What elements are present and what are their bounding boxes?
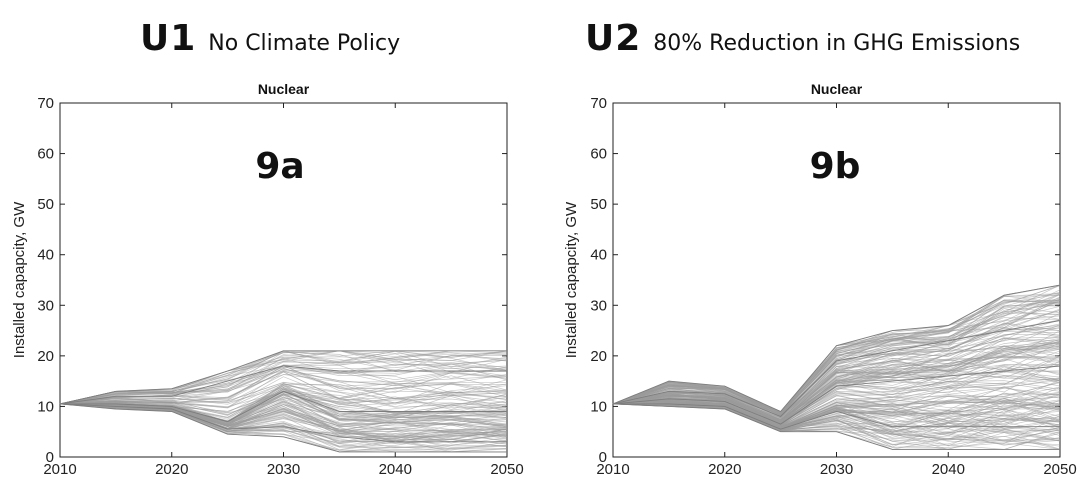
scenario-line (59, 372, 508, 405)
series-max (612, 284, 1061, 413)
y-tick-label: 30 (37, 297, 54, 314)
scenario-line (612, 284, 1061, 413)
scenario-line (612, 317, 1061, 416)
x-tick-label: 2050 (1043, 461, 1076, 478)
y-tick-label: 60 (590, 146, 607, 163)
series-min (612, 403, 1060, 450)
scenario-line (59, 371, 508, 408)
header-right: U2 80% Reduction in GHG Emissions (585, 18, 1020, 59)
panel-label: 9a (255, 146, 304, 187)
y-tick-label: 50 (590, 196, 607, 213)
scenario-line (59, 353, 508, 405)
y-axis-label: Installed capapcity, GW (563, 201, 580, 358)
y-tick-label: 30 (590, 297, 607, 314)
scenario-line (612, 294, 1061, 414)
y-tick-label: 20 (590, 348, 607, 365)
scenario-line (59, 385, 508, 418)
series-median (60, 390, 507, 423)
scenario-line (59, 369, 508, 405)
scenario-lines (612, 284, 1061, 450)
y-tick-label: 40 (590, 247, 607, 264)
scenario-line (59, 366, 508, 405)
series-lower (613, 403, 1060, 430)
scenario-line (612, 300, 1061, 418)
x-tick-label: 2030 (820, 461, 853, 478)
y-tick-label: 50 (37, 196, 54, 213)
scenario-line (612, 308, 1061, 415)
x-tick-label: 2030 (267, 461, 300, 478)
scenario-line (612, 342, 1061, 423)
scenario-line (59, 403, 508, 447)
series-max (59, 350, 507, 405)
x-tick-label: 2020 (155, 461, 188, 478)
scenario-line (59, 403, 508, 448)
scenario-line (59, 384, 508, 413)
scenario-line (612, 291, 1061, 415)
scenario-line (612, 348, 1061, 423)
scenario-subtitle-u1: No Climate Policy (208, 31, 401, 56)
x-tick-label: 2040 (379, 461, 412, 478)
series-median (612, 365, 1061, 425)
y-tick-label: 70 (590, 95, 607, 112)
y-tick-label: 0 (599, 449, 607, 466)
scenario-line (612, 403, 1061, 445)
scenario-line (612, 342, 1061, 424)
y-tick-label: 10 (37, 398, 54, 415)
series-min (59, 403, 507, 453)
scenario-line (612, 391, 1061, 428)
scenario-line (59, 350, 508, 405)
y-axis-label: Installed capapcity, GW (11, 201, 28, 358)
x-tick-label: 2050 (490, 461, 523, 478)
chart-title: Nuclear (258, 81, 310, 97)
x-tick-label: 2010 (596, 461, 629, 478)
scenario-line (59, 358, 508, 405)
y-tick-label: 0 (46, 449, 54, 466)
series-upper (59, 365, 507, 405)
series-upper (612, 320, 1061, 418)
scenario-code-u1: U1 (140, 18, 197, 59)
scenario-line (59, 392, 508, 423)
x-tick-label: 2020 (708, 461, 741, 478)
scenario-line (612, 322, 1061, 419)
scenario-line (612, 338, 1061, 421)
x-tick-label: 2040 (932, 461, 965, 478)
scenario-line (59, 401, 508, 423)
chart-title: Nuclear (811, 81, 863, 97)
y-tick-label: 60 (37, 146, 54, 163)
y-tick-label: 70 (37, 95, 54, 112)
panel-label: 9b (810, 146, 861, 187)
scenario-line (59, 403, 508, 436)
scenario-line (612, 293, 1061, 414)
scenario-code-u2: U2 (585, 18, 642, 59)
y-tick-label: 20 (37, 348, 54, 365)
x-tick-label: 2010 (43, 461, 76, 478)
y-tick-label: 10 (590, 398, 607, 415)
series-lower (59, 403, 507, 443)
header-left: U1 No Climate Policy (140, 18, 400, 59)
scenario-line (612, 375, 1061, 428)
y-tick-label: 40 (37, 247, 54, 264)
scenario-subtitle-u2: 80% Reduction in GHG Emissions (653, 31, 1021, 56)
scenario-lines (59, 350, 508, 453)
